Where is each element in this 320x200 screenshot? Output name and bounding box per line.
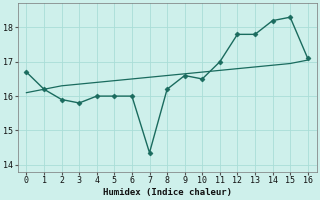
X-axis label: Humidex (Indice chaleur): Humidex (Indice chaleur) (103, 188, 232, 197)
